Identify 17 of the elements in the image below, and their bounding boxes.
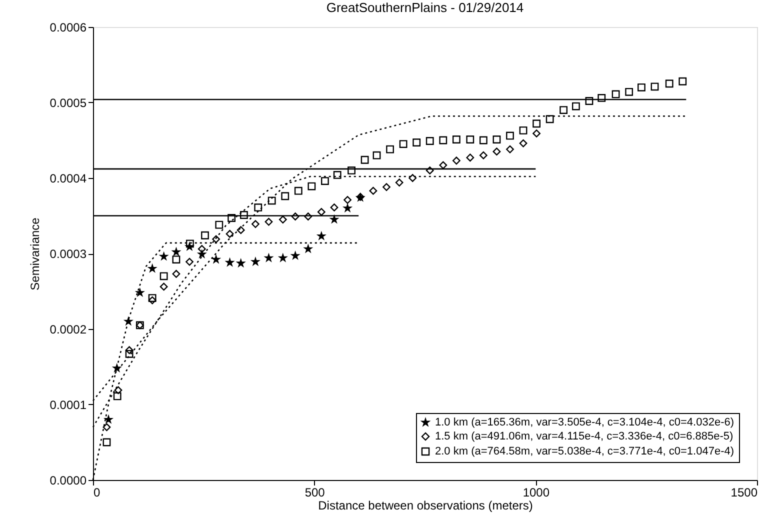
y-tick-label: 0.0004 bbox=[50, 172, 87, 186]
x-tick-label: 0 bbox=[94, 486, 100, 500]
x-tick-label: 500 bbox=[304, 486, 326, 500]
y-axis-title: Semivariance bbox=[28, 217, 42, 290]
y-tick-label: 0.0005 bbox=[50, 96, 87, 110]
legend-label: 1.0 km (a=165.36m, var=3.505e-4, c=3.104e-4, c0=4.032e-6) bbox=[435, 416, 734, 428]
y-tick-label: 0.0006 bbox=[50, 20, 87, 34]
legend-label: 1.5 km (a=491.06m, var=4.115e-4, c=3.336e-4, c0=6.885e-5) bbox=[435, 430, 734, 442]
x-tick-label: 1500 bbox=[730, 486, 758, 500]
legend-label: 2.0 km (a=764.58m, var=5.038e-4, c=3.771e-4, c0=1.047e-4) bbox=[435, 446, 734, 458]
chart-title: GreatSouthernPlains - 01/29/2014 bbox=[326, 0, 524, 15]
x-axis-title: Distance between observations (meters) bbox=[318, 498, 533, 512]
y-tick-label: 0.0002 bbox=[50, 322, 87, 336]
y-tick-label: 0.0001 bbox=[50, 398, 87, 412]
x-tick-label: 1000 bbox=[522, 486, 550, 500]
y-tick-label: 0.0003 bbox=[50, 247, 87, 261]
y-tick-label: 0.0000 bbox=[50, 474, 87, 488]
